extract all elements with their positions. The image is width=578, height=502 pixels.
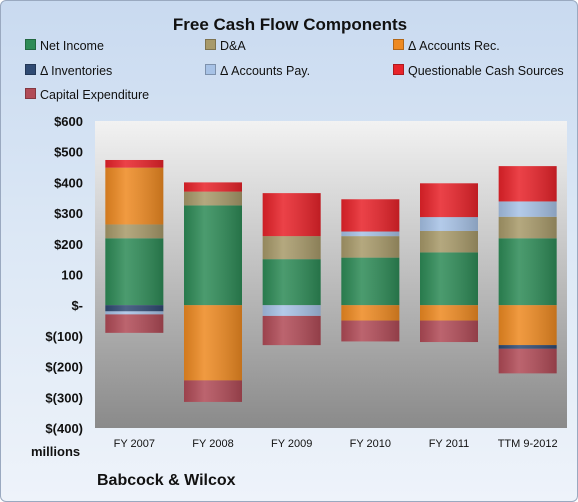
bar-segment-shading xyxy=(498,238,557,306)
bar-segment-shading xyxy=(498,305,557,346)
legend-item-da: D&A xyxy=(205,39,246,53)
bar-segment-shading xyxy=(420,183,478,218)
bars-group xyxy=(105,159,557,402)
bar-segment-shading xyxy=(184,305,242,381)
bar-segment-shading xyxy=(105,167,164,225)
y-axis: $600 $500 $400 $300 $200 100 $- $(100) $(200) $(3… xyxy=(45,114,83,436)
legend-label: Δ Inventories xyxy=(40,64,113,78)
x-tick-label: FY 2008 xyxy=(192,438,233,450)
legend-label: Net Income xyxy=(40,39,104,53)
x-tick-label: FY 2010 xyxy=(350,438,391,450)
legend-swatch xyxy=(25,88,36,99)
bar-segment-shading xyxy=(341,199,400,232)
legend-item-accounts-pay: Δ Accounts Pay. xyxy=(205,64,310,78)
y-tick-label: $- xyxy=(71,298,83,313)
legend-item-questionable: Questionable Cash Sources xyxy=(393,64,564,78)
x-tick-label: FY 2007 xyxy=(114,438,155,450)
x-axis: FY 2007 FY 2008 FY 2009 FY 2010 FY 2011 TTM 9… xyxy=(114,438,558,450)
bar-segment-shading xyxy=(184,182,242,192)
bar-segment-shading xyxy=(341,320,400,342)
bar-segment-shading xyxy=(420,305,478,321)
legend-swatch xyxy=(205,64,216,75)
y-unit-label: millions xyxy=(31,444,81,459)
bar-segment-shading xyxy=(498,201,557,217)
bar-segment-shading xyxy=(341,236,400,258)
bar-segment-shading xyxy=(498,345,557,349)
bar-segment-shading xyxy=(105,224,164,239)
chart-title: Free Cash Flow Components xyxy=(172,15,408,34)
bar-segment-shading xyxy=(184,191,242,206)
bar-segment-shading xyxy=(262,193,321,237)
y-tick-label: $(100) xyxy=(45,329,83,344)
bar-segment-shading xyxy=(420,230,478,253)
legend-label: D&A xyxy=(220,39,246,53)
bar-segment-shading xyxy=(184,205,242,306)
bar-segment-shading xyxy=(105,311,164,315)
x-tick-label: FY 2009 xyxy=(271,438,312,450)
y-tick-label: $300 xyxy=(54,206,83,221)
legend-label: Capital Expenditure xyxy=(40,88,150,102)
y-tick-label: 100 xyxy=(61,268,83,283)
legend-swatch xyxy=(393,64,404,75)
bar-segment-shading xyxy=(262,236,321,260)
y-tick-label: $(400) xyxy=(45,421,83,436)
bar-segment-shading xyxy=(262,259,321,306)
bar-segment-shading xyxy=(105,159,164,168)
bar-segment-shading xyxy=(420,320,478,343)
legend-swatch xyxy=(205,39,216,50)
x-tick-label: FY 2011 xyxy=(429,438,470,450)
bar-segment-shading xyxy=(105,314,164,333)
legend-swatch xyxy=(25,64,36,75)
legend-swatch xyxy=(25,39,36,50)
bar-segment-shading xyxy=(341,231,400,237)
bar-segment-shading xyxy=(184,380,242,402)
bar-segment-shading xyxy=(498,166,557,202)
bar-segment-shading xyxy=(262,315,321,346)
y-tick-label: $400 xyxy=(54,175,83,190)
legend-item-inventories: Δ Inventories xyxy=(25,64,112,78)
y-tick-label: $200 xyxy=(54,237,83,252)
bar-segment-shading xyxy=(341,257,400,306)
y-tick-label: $600 xyxy=(54,114,83,129)
bar-segment-shading xyxy=(498,216,557,239)
bar-segment-shading xyxy=(498,348,557,374)
bar-segment-shading xyxy=(341,305,400,321)
legend-item-accounts-rec: Δ Accounts Rec. xyxy=(393,39,500,53)
legend-label: Δ Accounts Pay. xyxy=(220,64,311,78)
legend-swatch xyxy=(393,39,404,50)
y-tick-label: $500 xyxy=(54,145,83,160)
plot-area xyxy=(95,121,567,428)
bar-segment-shading xyxy=(420,252,478,306)
bar-segment-shading xyxy=(105,305,164,312)
bar-segment-shading xyxy=(105,238,164,306)
x-tick-label: TTM 9-2012 xyxy=(498,438,558,450)
legend-label: Δ Accounts Rec. xyxy=(408,39,500,53)
bar-segment-shading xyxy=(262,305,321,316)
legend-item-capex: Capital Expenditure xyxy=(25,88,149,102)
legend-item-net-income: Net Income xyxy=(25,39,104,53)
y-tick-label: $(200) xyxy=(45,360,83,375)
y-tick-label: $(300) xyxy=(45,390,83,405)
company-name: Babcock & Wilcox xyxy=(97,472,236,489)
legend-label: Questionable Cash Sources xyxy=(408,64,564,78)
bar-segment-shading xyxy=(420,217,478,231)
